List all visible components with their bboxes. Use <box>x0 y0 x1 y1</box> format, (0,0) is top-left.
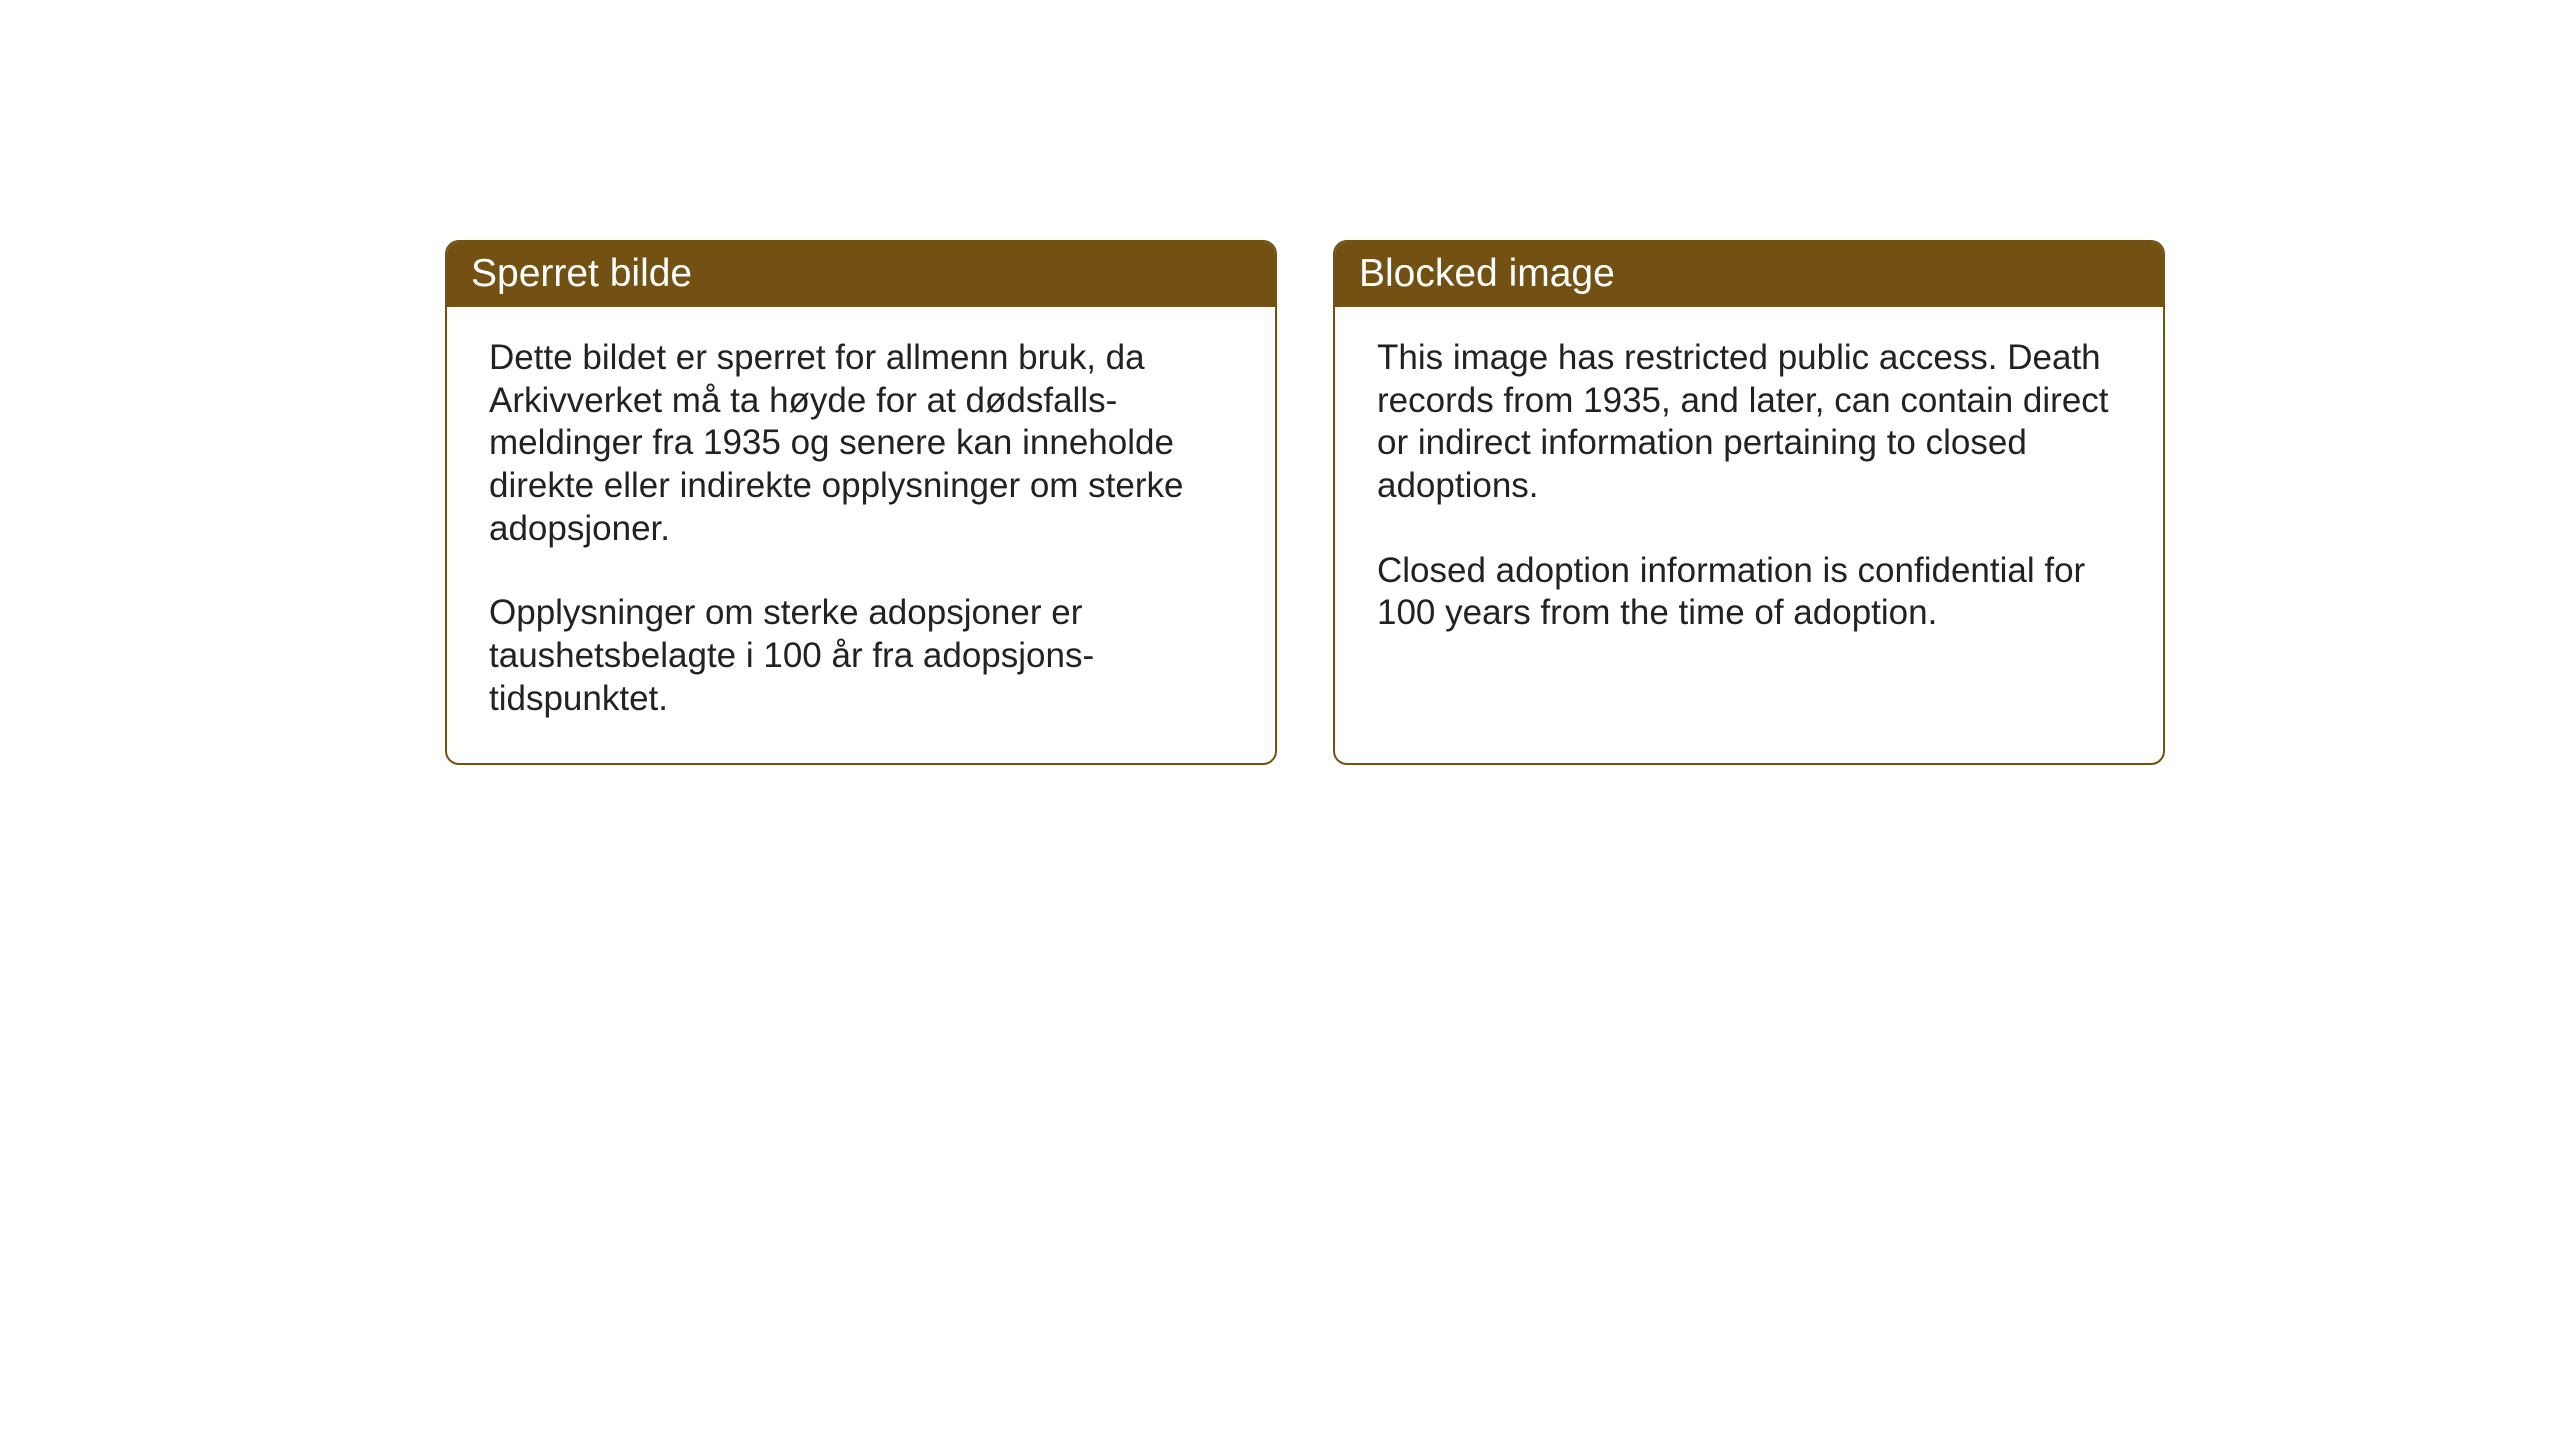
notice-container: Sperret bilde Dette bildet er sperret fo… <box>445 240 2165 765</box>
english-paragraph-1: This image has restricted public access.… <box>1377 337 2121 508</box>
english-card-title: Blocked image <box>1335 242 2163 307</box>
norwegian-notice-card: Sperret bilde Dette bildet er sperret fo… <box>445 240 1277 765</box>
english-card-body: This image has restricted public access.… <box>1335 307 2163 763</box>
english-paragraph-2: Closed adoption information is confident… <box>1377 550 2121 635</box>
norwegian-card-body: Dette bildet er sperret for allmenn bruk… <box>447 307 1275 763</box>
english-notice-card: Blocked image This image has restricted … <box>1333 240 2165 765</box>
norwegian-paragraph-1: Dette bildet er sperret for allmenn bruk… <box>489 337 1233 550</box>
norwegian-paragraph-2: Opplysninger om sterke adopsjoner er tau… <box>489 592 1233 720</box>
norwegian-card-title: Sperret bilde <box>447 242 1275 307</box>
